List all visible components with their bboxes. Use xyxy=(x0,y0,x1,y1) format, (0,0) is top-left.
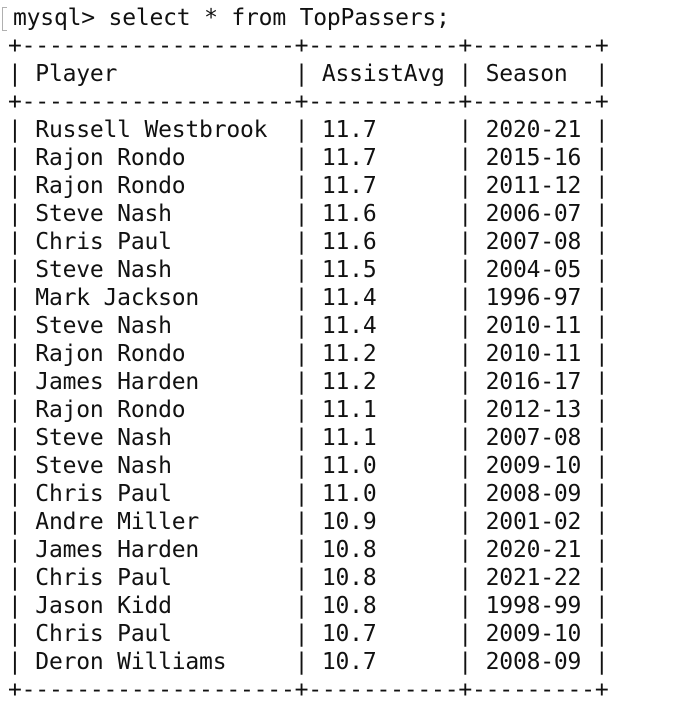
table-row: | Steve Nash | 11.6 | 2006-07 | xyxy=(8,201,609,227)
table-row: | Russell Westbrook | 11.7 | 2020-21 | xyxy=(8,117,609,143)
table-row: | Steve Nash | 11.1 | 2007-08 | xyxy=(8,425,609,451)
table-row: | James Harden | 11.2 | 2016-17 | xyxy=(8,369,609,395)
table-row: | Rajon Rondo | 11.7 | 2011-12 | xyxy=(8,173,609,199)
table-row: | Rajon Rondo | 11.2 | 2010-11 | xyxy=(8,341,609,367)
table-row: | Chris Paul | 10.8 | 2021-22 | xyxy=(8,565,609,591)
table-row: | James Harden | 10.8 | 2020-21 | xyxy=(8,537,609,563)
table-border-bottom: +--------------------+-----------+------… xyxy=(8,677,609,703)
table-border-top: +--------------------+-----------+------… xyxy=(8,33,609,59)
table-header-separator: +--------------------+-----------+------… xyxy=(8,89,609,115)
table-row: | Mark Jackson | 11.4 | 1996-97 | xyxy=(8,285,609,311)
table-body: | Russell Westbrook | 11.7 | 2020-21 | | … xyxy=(8,116,698,676)
table-row: | Rajon Rondo | 11.1 | 2012-13 | xyxy=(8,397,609,423)
table-row: | Steve Nash | 11.4 | 2010-11 | xyxy=(8,313,609,339)
table-row: | Steve Nash | 11.0 | 2009-10 | xyxy=(8,453,609,479)
table-header-row: | Player | AssistAvg | Season | xyxy=(8,61,609,87)
sql-command: select * from TopPassers; xyxy=(108,5,450,31)
table-row: | Andre Miller | 10.9 | 2001-02 | xyxy=(8,509,609,535)
table-row: | Steve Nash | 11.5 | 2004-05 | xyxy=(8,257,609,283)
mysql-prompt: mysql> xyxy=(13,5,95,31)
table-row: | Chris Paul | 10.7 | 2009-10 | xyxy=(8,621,609,647)
table-row: | Deron Williams | 10.7 | 2008-09 | xyxy=(8,649,609,675)
table-row: | Chris Paul | 11.6 | 2007-08 | xyxy=(8,229,609,255)
command-line: mysql> select * from TopPassers; xyxy=(2,4,698,32)
table-row: | Rajon Rondo | 11.7 | 2015-16 | xyxy=(8,145,609,171)
terminal-window: mysql> select * from TopPassers; +------… xyxy=(2,4,698,704)
cursor-bracket-icon xyxy=(2,6,7,31)
table-row: | Jason Kidd | 10.8 | 1998-99 | xyxy=(8,593,609,619)
table-row: | Chris Paul | 11.0 | 2008-09 | xyxy=(8,481,609,507)
